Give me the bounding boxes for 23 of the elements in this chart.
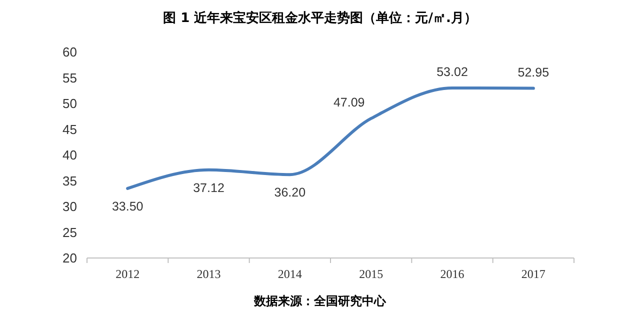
y-tick-label: 50	[62, 96, 77, 112]
x-tick-label: 2016	[440, 267, 464, 281]
y-tick-label: 60	[62, 44, 77, 60]
text: 53.02	[436, 64, 468, 79]
y-tick-label: 25	[62, 224, 77, 240]
text: 37.12	[193, 180, 224, 195]
x-tick-label: 2012	[116, 267, 140, 281]
y-tick-label: 45	[62, 122, 77, 137]
y-tick-label: 55	[62, 70, 77, 86]
text: 36.20	[274, 186, 306, 200]
chart-title: 图 1 近年来宝安区租金水平走势图（单位：元/㎡.月）	[163, 10, 477, 26]
source-note: 数据来源：全国研究中心	[253, 294, 387, 308]
x-tick-label: 2014	[278, 267, 302, 281]
x-tick-label: 2013	[196, 267, 221, 281]
y-tick-label: 30	[62, 199, 77, 214]
text: 52.95	[518, 65, 550, 80]
text: 33.50	[112, 199, 144, 214]
y-tick-label: 20	[62, 250, 77, 266]
x-tick-label: 2015	[359, 267, 384, 281]
y-tick-label: 40	[62, 148, 77, 163]
x-tick-label: 2017	[521, 267, 546, 281]
text: 47.09	[333, 95, 365, 110]
y-tick-label: 35	[62, 173, 77, 188]
